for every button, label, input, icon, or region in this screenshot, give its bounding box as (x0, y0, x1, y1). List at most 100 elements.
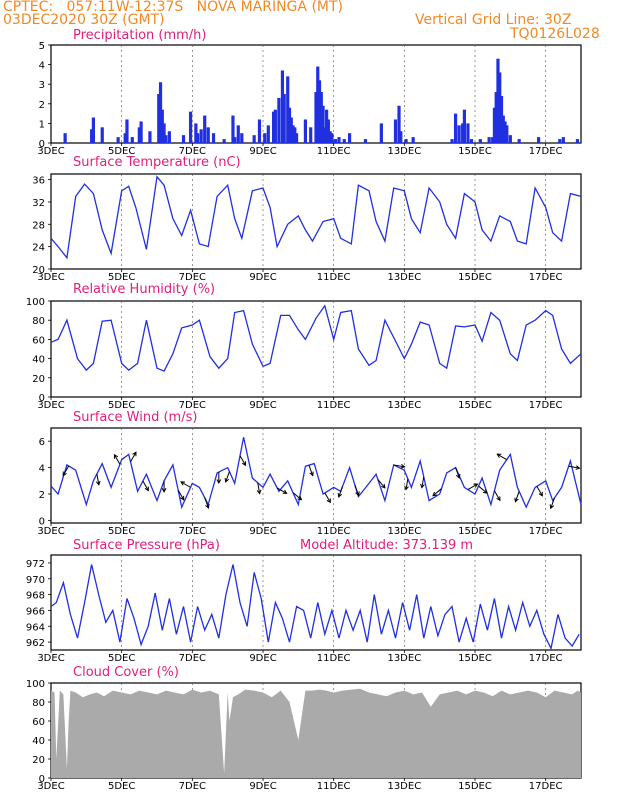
precip-bar (287, 107, 292, 143)
precip-bar (498, 72, 502, 143)
wind-arrow-head (326, 498, 331, 504)
wind-arrow (96, 473, 100, 485)
wind-arrow-head (161, 488, 167, 493)
x-tick-label: 11DEC (317, 653, 351, 664)
x-tick-label: 9DEC (249, 653, 276, 664)
x-tick-label: 11DEC (317, 400, 351, 411)
wind-arrow (354, 484, 360, 496)
precip-bar (503, 121, 507, 143)
x-tick-label: 7DEC (179, 272, 206, 283)
precip-bar (90, 129, 94, 143)
precip-bar (148, 131, 152, 143)
y-tick-label: 20 (32, 265, 45, 276)
precip-bar (157, 94, 161, 143)
wind-arrow (393, 464, 405, 468)
x-tick-label: 13DEC (387, 781, 421, 792)
precip-bar (517, 139, 521, 143)
precip-bar (123, 133, 127, 143)
x-tick-label: 15DEC (458, 526, 492, 537)
precip-bar (492, 107, 497, 143)
y-tick-label: 40 (32, 355, 45, 366)
precip-bar (501, 115, 505, 143)
x-tick-label: 17DEC (529, 653, 563, 664)
x-tick-label: 9DEC (249, 272, 276, 283)
precip-bar (211, 133, 216, 143)
x-tick-label: 11DEC (317, 781, 351, 792)
y-tick-label: 962 (26, 638, 45, 649)
wind-arrow (204, 497, 209, 509)
y-tick-label: 970 (26, 575, 45, 586)
y-tick-label: 20 (32, 755, 45, 766)
wind-arrow-head (62, 471, 67, 477)
precip-bar (199, 129, 203, 143)
x-tick-label: 5DEC (108, 272, 135, 283)
wind-arrow (550, 497, 555, 509)
humidity-title: Relative Humidity (%) (73, 282, 216, 297)
header-station-line: CPTEC: 057:11W-12:37S NOVA MARINGA (MT) (3, 0, 343, 15)
precip-bar (162, 123, 166, 143)
precip-bar (333, 139, 338, 143)
x-tick-label: 15DEC (458, 653, 492, 664)
precip-bar (231, 115, 235, 143)
precip-bar (558, 139, 562, 143)
panel-precipitation: 3DEC 5DEC 7DEC 9DEC 11DEC 13DEC 15DEC 17DEC 0 1 2 3… (37, 41, 582, 157)
cloud-cover-area (51, 688, 581, 778)
precip-bar (125, 119, 129, 143)
precip-bar (399, 131, 403, 143)
plot-frame (50, 427, 582, 524)
precip-bar (293, 127, 297, 143)
precip-bar (505, 125, 509, 143)
precip-bar (496, 58, 500, 143)
wind-arrow (467, 483, 478, 491)
wind-arrow (497, 453, 508, 461)
wind-arrow-head (216, 479, 222, 485)
x-tick-label: 3DEC (37, 400, 64, 411)
panel-relative-humidity: 3DEC 5DEC 7DEC 9DEC 11DEC 13DEC 15DEC 17DEC 0 20 4… (26, 297, 582, 411)
model-altitude: Model Altitude: 373.139 m (300, 538, 474, 553)
precip-bar (317, 80, 322, 143)
wind-arrow (405, 478, 409, 490)
precip-bar (466, 123, 470, 143)
precip-bar (328, 131, 332, 143)
x-tick-label: 7DEC (179, 526, 206, 537)
y-tick-label: 0 (39, 516, 45, 527)
precip-bar (181, 135, 186, 143)
x-tick-label: 17DEC (529, 400, 563, 411)
header-model-code: TQ0126L028 (510, 26, 600, 42)
x-tick-label: 3DEC (37, 653, 64, 664)
precip-bar (330, 133, 334, 143)
precip-bar (266, 125, 270, 143)
precip-bar (325, 109, 329, 143)
x-tick-label: 17DEC (529, 526, 563, 537)
precip-bar (277, 97, 281, 143)
plot-frame (50, 300, 582, 398)
precip-bar (397, 105, 401, 143)
precip-bar (263, 133, 267, 143)
precip-bar (491, 137, 495, 143)
precip-bar (130, 137, 134, 143)
precip-bar (272, 111, 276, 143)
precip-bar (91, 117, 95, 143)
wind-arrow-head (355, 491, 360, 497)
precip-bar (326, 119, 330, 143)
y-tick-label: 40 (32, 736, 45, 747)
precip-bar (508, 135, 512, 143)
y-tick-label: 60 (32, 717, 45, 728)
precip-bar (273, 109, 277, 143)
panel-surface-wind: 3DEC 5DEC 7DEC 9DEC 11DEC 13DEC 15DEC 17DEC 0 2 4 6 (37, 427, 582, 537)
wind-arrow-head (241, 461, 247, 467)
precip-bar (450, 139, 454, 143)
x-tick-label: 5DEC (108, 653, 135, 664)
y-tick-label: 80 (32, 316, 45, 327)
precip-bar (499, 95, 504, 143)
wind-arrow-head (575, 465, 581, 470)
precip-bar (206, 127, 210, 143)
precip-bar (363, 139, 368, 143)
wind-title: Surface Wind (m/s) (73, 410, 198, 425)
x-tick-label: 13DEC (387, 272, 421, 283)
precip-bar (188, 111, 193, 143)
precipitation-title: Precipitation (mm/h) (73, 28, 207, 43)
precip-bar (116, 137, 120, 143)
precip-bar (453, 113, 458, 143)
wind-arrow (177, 490, 185, 501)
